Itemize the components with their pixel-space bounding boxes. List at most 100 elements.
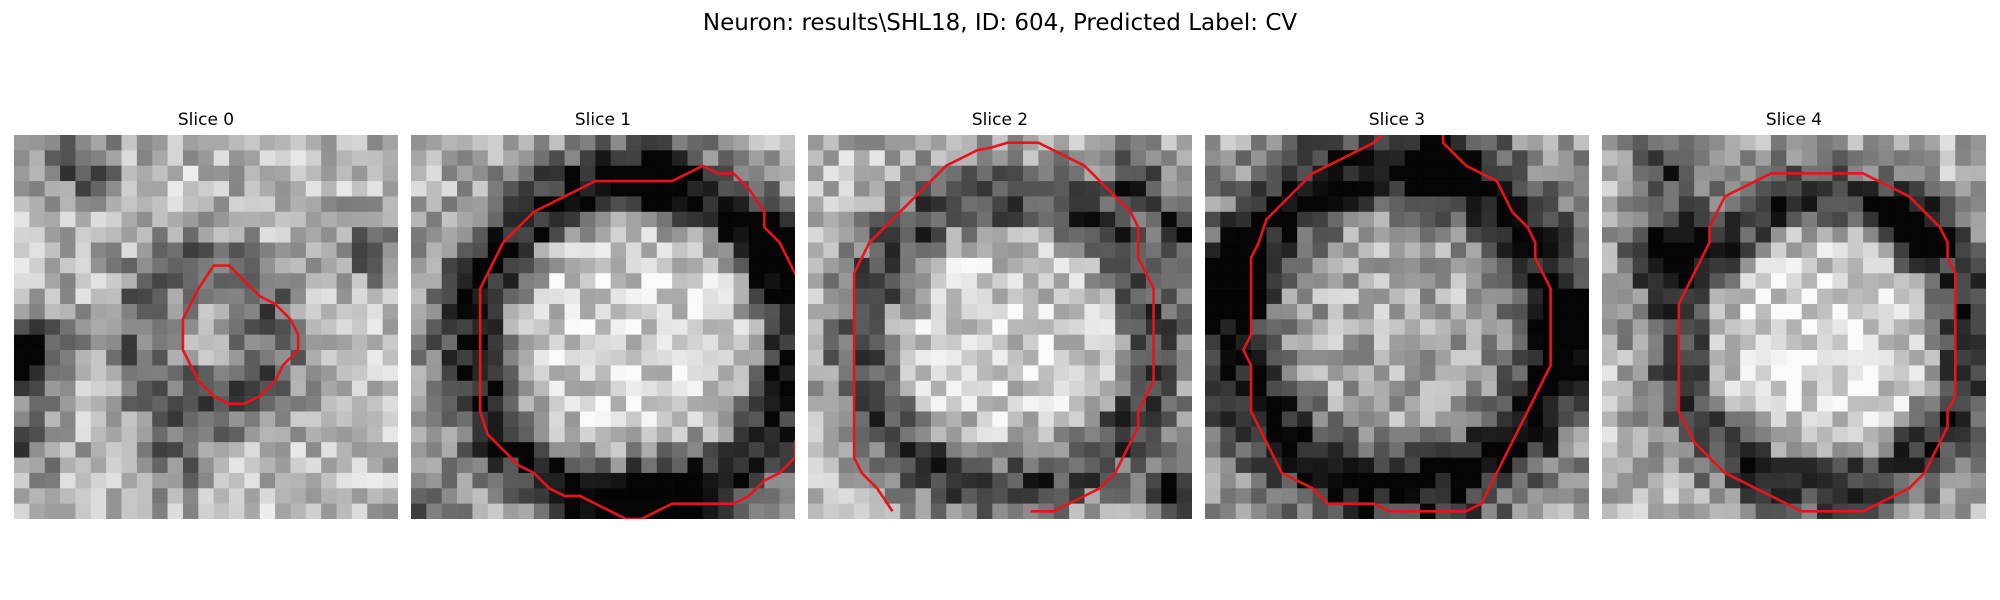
pixel: [579, 442, 596, 458]
pixel: [610, 457, 627, 474]
pixel: [472, 242, 489, 259]
pixel: [182, 257, 199, 274]
pixel: [1939, 196, 1956, 213]
pixel: [1115, 135, 1131, 151]
pixel: [976, 457, 993, 474]
pixel: [1481, 135, 1498, 151]
pixel: [1235, 380, 1252, 397]
pixel: [198, 181, 214, 197]
pixel: [900, 242, 916, 259]
pixel: [1420, 488, 1436, 504]
pixel: [351, 457, 368, 474]
pixel: [1343, 150, 1359, 167]
pixel: [1724, 365, 1741, 382]
pixel: [641, 411, 658, 428]
pixel: [1786, 319, 1802, 335]
pixel: [75, 457, 92, 474]
neuron-contour: [852, 141, 1155, 513]
pixel: [1312, 135, 1329, 151]
pixel: [1617, 488, 1634, 504]
pixel: [213, 488, 230, 504]
pixel: [106, 150, 122, 167]
pixel: [1970, 273, 1986, 289]
pixel: [1573, 319, 1589, 335]
pixel: [152, 227, 168, 243]
pixel: [1343, 411, 1359, 428]
pixel: [1496, 319, 1513, 335]
pixel: [1115, 350, 1131, 366]
pixel: [1297, 303, 1313, 320]
pixel: [808, 273, 824, 289]
pixel: [641, 257, 658, 274]
pixel: [213, 457, 230, 474]
pixel: [884, 135, 901, 151]
pixel: [426, 181, 443, 197]
pixel: [426, 303, 443, 320]
pixel: [823, 196, 840, 213]
pixel: [1343, 334, 1359, 351]
pixel: [182, 288, 199, 305]
pixel: [1558, 211, 1574, 228]
pixel: [275, 165, 291, 182]
pixel: [1466, 257, 1482, 274]
pixel: [1786, 288, 1802, 305]
pixel: [1435, 488, 1452, 504]
pixel: [136, 380, 153, 397]
pixel: [1069, 334, 1085, 351]
pixel: [961, 150, 978, 167]
pixel: [1420, 257, 1436, 274]
pixel: [900, 257, 916, 274]
pixel: [290, 303, 307, 320]
pixel: [626, 380, 642, 397]
pixel: [321, 319, 337, 335]
pixel: [656, 426, 673, 443]
pixel: [1863, 472, 1879, 489]
pixel: [441, 196, 458, 213]
pixel: [106, 319, 122, 335]
pixel: [1847, 426, 1864, 443]
pixel: [305, 334, 322, 351]
pixel: [549, 273, 565, 289]
pixel: [1358, 257, 1375, 274]
pixel: [687, 288, 704, 305]
pixel: [1694, 135, 1710, 151]
pixel: [305, 411, 322, 428]
pixel: [1281, 257, 1298, 274]
pixel: [60, 303, 76, 320]
pixel: [672, 426, 688, 443]
pixel: [946, 273, 962, 289]
pixel: [869, 273, 886, 289]
pixel: [1435, 457, 1452, 474]
pixel: [275, 135, 291, 151]
pixel: [1038, 457, 1055, 474]
pixel: [1145, 181, 1162, 197]
pixel: [595, 196, 611, 213]
pixel: [838, 334, 855, 351]
pixel: [1970, 242, 1986, 259]
pixel: [1343, 380, 1359, 397]
pixel: [1435, 227, 1452, 243]
pixel: [1205, 227, 1221, 243]
pixel: [1281, 350, 1298, 366]
pixel: [367, 150, 383, 167]
pixel: [564, 334, 581, 351]
pixel: [1038, 334, 1055, 351]
pixel: [1312, 288, 1329, 305]
pixel: [779, 242, 795, 259]
pixel: [702, 257, 719, 274]
pixel: [1755, 319, 1772, 335]
pixel: [533, 135, 550, 151]
pixel: [1832, 426, 1849, 443]
pixel: [1542, 135, 1559, 151]
pixel: [1724, 334, 1741, 351]
pixel: [1755, 181, 1772, 197]
pixel: [748, 396, 765, 412]
pixel: [946, 242, 962, 259]
pixel: [1955, 242, 1971, 259]
pixel: [823, 426, 840, 443]
pixel: [198, 135, 214, 151]
pixel: [1327, 135, 1344, 151]
pixel: [687, 426, 704, 443]
pixel: [382, 396, 398, 412]
pixel: [946, 334, 962, 351]
